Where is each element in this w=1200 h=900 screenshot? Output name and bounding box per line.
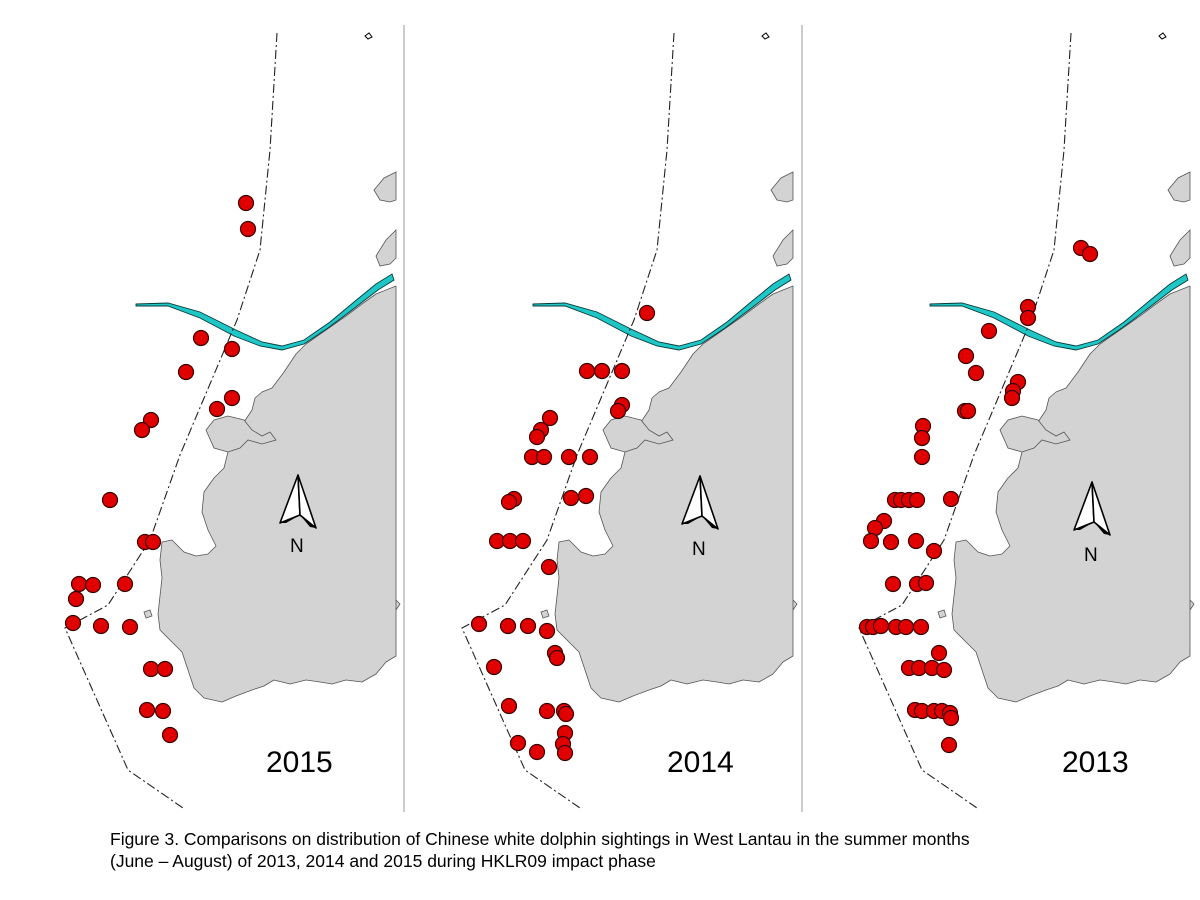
dolphin-sighting-marker bbox=[535, 448, 553, 466]
panel-year-label: 2014 bbox=[667, 746, 734, 779]
dolphin-sighting-marker bbox=[528, 743, 546, 761]
north-label: N bbox=[1084, 545, 1098, 566]
map-panel-2013: N 2013 bbox=[858, 32, 1195, 809]
dolphin-sighting-marker bbox=[562, 489, 580, 507]
dolphin-sighting-marker bbox=[942, 709, 960, 727]
dolphin-sighting-marker bbox=[913, 448, 931, 466]
dolphin-sighting-marker bbox=[581, 448, 599, 466]
dolphin-sighting-marker bbox=[908, 491, 926, 509]
caption-line: Figure 3. Comparisons on distribution of… bbox=[110, 829, 970, 849]
dolphin-sighting-marker bbox=[67, 590, 85, 608]
dolphin-sighting-marker bbox=[538, 702, 556, 720]
dolphin-sighting-marker bbox=[121, 618, 139, 636]
dolphin-sighting-marker bbox=[470, 615, 488, 633]
dolphin-sighting-marker bbox=[509, 734, 527, 752]
dolphin-sighting-marker bbox=[942, 490, 960, 508]
dolphin-sighting-marker bbox=[577, 487, 595, 505]
dolphin-sighting-marker bbox=[897, 618, 915, 636]
dolphin-sighting-marker bbox=[133, 421, 151, 439]
north-label: N bbox=[692, 539, 706, 560]
map-panel-2014: N 2014 bbox=[461, 32, 798, 809]
basemap bbox=[64, 32, 401, 809]
dolphin-sighting-marker bbox=[239, 220, 257, 238]
dolphin-sighting-marker bbox=[1019, 309, 1037, 327]
dolphin-sighting-marker bbox=[609, 402, 627, 420]
sightings-layer bbox=[64, 194, 257, 744]
dolphin-sighting-marker bbox=[882, 533, 900, 551]
dolphin-sighting-marker bbox=[223, 340, 241, 358]
dolphin-sighting-marker bbox=[557, 705, 575, 723]
dolphin-sighting-marker bbox=[144, 533, 162, 551]
dolphin-sighting-marker bbox=[64, 614, 82, 632]
dolphin-sighting-marker bbox=[538, 622, 556, 640]
basemap bbox=[858, 32, 1195, 809]
dolphin-sighting-marker bbox=[925, 542, 943, 560]
dolphin-sighting-marker bbox=[208, 400, 226, 418]
dolphin-sighting-marker bbox=[154, 702, 172, 720]
dolphin-sighting-marker bbox=[84, 576, 102, 594]
dolphin-sighting-marker bbox=[116, 575, 134, 593]
dolphin-sighting-marker bbox=[237, 194, 255, 212]
dolphin-sighting-marker bbox=[528, 428, 546, 446]
dolphin-sighting-marker bbox=[161, 726, 179, 744]
dolphin-sighting-marker bbox=[548, 649, 566, 667]
dolphin-sighting-marker bbox=[1003, 389, 1021, 407]
dolphin-sighting-marker bbox=[541, 409, 559, 427]
sightings-layer bbox=[858, 239, 1099, 754]
sightings-map-figure: N 2015 N 2014 N 2013 bbox=[64, 25, 1195, 812]
dolphin-sighting-marker bbox=[980, 322, 998, 340]
dolphin-sighting-marker bbox=[907, 532, 925, 550]
dolphin-sighting-marker bbox=[959, 402, 977, 420]
dolphin-sighting-marker bbox=[940, 736, 958, 754]
basemap bbox=[461, 32, 798, 809]
dolphin-sighting-marker bbox=[884, 575, 902, 593]
dolphin-sighting-marker bbox=[556, 744, 574, 762]
dolphin-sighting-marker bbox=[872, 617, 890, 635]
map-panel-2015: N 2015 bbox=[64, 32, 401, 809]
dolphin-sighting-marker bbox=[138, 701, 156, 719]
dolphin-sighting-marker bbox=[192, 329, 210, 347]
dolphin-sighting-marker bbox=[917, 574, 935, 592]
dolphin-sighting-marker bbox=[142, 411, 160, 429]
panel-year-label: 2013 bbox=[1062, 746, 1129, 779]
sightings-layer bbox=[470, 304, 656, 762]
dolphin-sighting-marker bbox=[935, 661, 953, 679]
panel-year-label: 2015 bbox=[266, 746, 333, 779]
dolphin-sighting-marker bbox=[519, 617, 537, 635]
dolphin-sighting-marker bbox=[930, 644, 948, 662]
dolphin-sighting-marker bbox=[613, 362, 631, 380]
dolphin-sighting-marker bbox=[500, 697, 518, 715]
dolphin-sighting-marker bbox=[578, 362, 596, 380]
dolphin-sighting-marker bbox=[177, 363, 195, 381]
dolphin-sighting-marker bbox=[540, 558, 558, 576]
north-label: N bbox=[290, 536, 304, 557]
dolphin-sighting-marker bbox=[101, 491, 119, 509]
figure-caption: Figure 3. Comparisons on distribution of… bbox=[110, 828, 1170, 872]
dolphin-sighting-marker bbox=[957, 347, 975, 365]
dolphin-sighting-marker bbox=[92, 617, 110, 635]
dolphin-sighting-marker bbox=[156, 660, 174, 678]
dolphin-sighting-marker bbox=[862, 532, 880, 550]
dolphin-sighting-marker bbox=[485, 658, 503, 676]
dolphin-sighting-marker bbox=[593, 362, 611, 380]
dolphin-sighting-marker bbox=[560, 448, 578, 466]
dolphin-sighting-marker bbox=[1081, 245, 1099, 263]
dolphin-sighting-marker bbox=[514, 532, 532, 550]
dolphin-sighting-marker bbox=[223, 389, 241, 407]
dolphin-sighting-marker bbox=[70, 575, 88, 593]
dolphin-sighting-marker bbox=[499, 617, 517, 635]
dolphin-sighting-marker bbox=[967, 364, 985, 382]
caption-line: (June – August) of 2013, 2014 and 2015 d… bbox=[110, 851, 656, 871]
dolphin-sighting-marker bbox=[913, 429, 931, 447]
dolphin-sighting-marker bbox=[500, 493, 518, 511]
dolphin-sighting-marker bbox=[638, 304, 656, 322]
dolphin-sighting-marker bbox=[912, 618, 930, 636]
dolphin-sighting-marker bbox=[142, 660, 160, 678]
